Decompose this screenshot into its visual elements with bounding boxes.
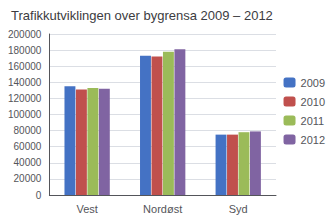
- svg-text:2011: 2011: [301, 115, 325, 127]
- svg-text:180000: 180000: [8, 45, 42, 56]
- svg-text:160000: 160000: [8, 61, 42, 72]
- svg-text:40000: 40000: [14, 157, 42, 168]
- svg-text:100000: 100000: [8, 109, 42, 120]
- svg-text:Vest: Vest: [76, 203, 97, 215]
- svg-text:60000: 60000: [14, 141, 42, 152]
- svg-text:140000: 140000: [8, 77, 42, 88]
- svg-text:200000: 200000: [8, 29, 42, 40]
- svg-text:2012: 2012: [301, 134, 325, 146]
- svg-text:2009: 2009: [301, 77, 325, 89]
- svg-text:Nordøst: Nordøst: [143, 203, 182, 215]
- svg-text:2010: 2010: [301, 96, 325, 108]
- svg-text:Syd: Syd: [229, 203, 248, 215]
- svg-text:80000: 80000: [14, 125, 42, 136]
- svg-text:0: 0: [36, 190, 42, 201]
- svg-text:20000: 20000: [14, 173, 42, 184]
- svg-text:Trafikkutviklingen over bygren: Trafikkutviklingen over bygrensa 2009 – …: [11, 8, 273, 23]
- svg-text:120000: 120000: [8, 93, 42, 104]
